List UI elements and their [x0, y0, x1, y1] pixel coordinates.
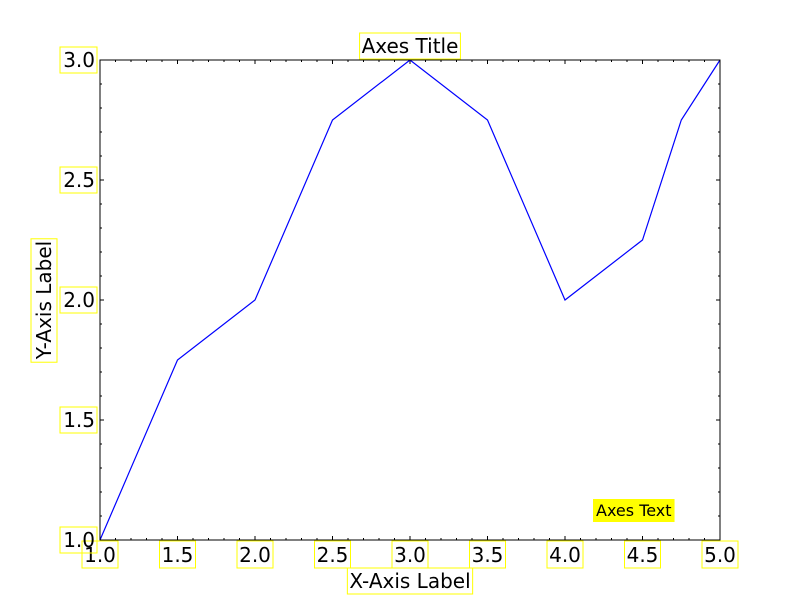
axes-text: Axes Text	[596, 501, 672, 520]
axes-text-box	[593, 499, 675, 522]
x-tick-label-box	[314, 540, 351, 569]
title-box	[359, 32, 461, 60]
chart-marks: 1.0 1.5 2.0 2.5 3.0 3.5 4.0 4.5 5.0 1.0 1.5 2.0 2.5 3…	[59, 46, 739, 569]
y-tick-label-box	[59, 526, 98, 554]
x-tick-label-box	[701, 540, 739, 569]
y-tick-label-box	[59, 46, 98, 74]
x-tick-label: 2.5	[317, 543, 349, 567]
x-tick-label: 1.5	[162, 543, 194, 567]
x-tick-label: 3.5	[472, 543, 504, 567]
series-line	[99, 59, 721, 541]
plot-frame	[99, 59, 721, 541]
y-tick-label: 2.5	[63, 168, 95, 192]
y-tick-label: 2.0	[63, 288, 95, 312]
x-tick-label-box	[236, 540, 274, 569]
x-axis-label: X-Axis Label	[349, 569, 470, 593]
y-tick-label-box	[59, 166, 98, 194]
y-tick-label-box	[59, 286, 98, 314]
chart-title: Axes Title	[362, 34, 459, 58]
x-tick-label-box	[469, 540, 506, 569]
x-tick-label-box	[624, 540, 661, 569]
x-tick-label: 3.0	[394, 543, 426, 567]
y-axis-label-box	[30, 238, 58, 363]
x-tick-label: 1.0	[84, 543, 116, 567]
x-tick-label-box	[159, 540, 196, 569]
y-tick-label: 1.0	[63, 528, 95, 552]
y-tick-label: 3.0	[63, 48, 95, 72]
x-tick-label: 4.5	[627, 543, 659, 567]
x-axis-label-box	[346, 567, 474, 595]
x-tick-label-box	[546, 540, 584, 569]
y-tick-label: 1.5	[63, 408, 95, 432]
x-tick-label: 2.0	[239, 543, 271, 567]
x-tick-label: 5.0	[704, 543, 736, 567]
y-tick-label-box	[59, 406, 98, 434]
y-axis-label: Y-Axis Label	[32, 241, 56, 360]
x-tick-label: 4.0	[549, 543, 581, 567]
x-tick-label-box	[81, 540, 119, 569]
